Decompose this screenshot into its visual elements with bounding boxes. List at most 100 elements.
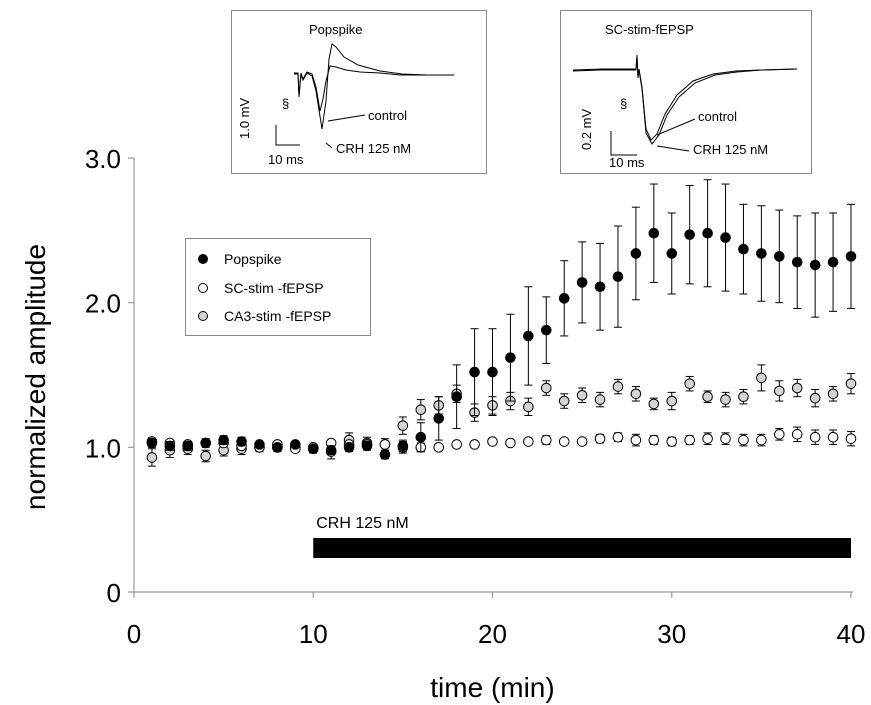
ca3-fepsp-point	[594, 394, 606, 405]
ca3-fepsp-point	[146, 452, 158, 463]
ca3-fepsp-point	[523, 401, 534, 413]
ca3-fepsp-point	[845, 378, 857, 389]
popspike-point	[558, 293, 570, 304]
crh-application-label: CRH 125 nM	[316, 515, 408, 532]
ca3-fepsp-point	[756, 372, 767, 384]
popspike-point	[272, 442, 283, 453]
sc-fepsp-point	[720, 433, 731, 444]
popspike-point	[397, 440, 409, 452]
sc-trace-crh	[572, 56, 798, 145]
sc-fepsp-point	[469, 439, 480, 450]
popspike-point	[791, 256, 803, 268]
sc-fepsp-point	[666, 436, 678, 447]
popspike-point	[433, 413, 445, 424]
ca3-fepsp-point	[648, 398, 660, 410]
popspike-time-scale: 10 ms	[268, 152, 304, 167]
y-tick-label: 0	[107, 578, 121, 608]
popspike-point	[218, 434, 229, 446]
sc-section-mark: §	[620, 96, 628, 111]
y-tick-label: 3.0	[85, 144, 121, 174]
popspike-point	[774, 251, 785, 262]
inset-popspike: Popspike § control CRH 125 nM 10 ms 1.0 …	[231, 10, 487, 174]
popspike-point	[666, 248, 678, 259]
popspike-section-mark: §	[282, 96, 290, 111]
ca3-fepsp-point	[200, 450, 211, 462]
legend-label-popspike: Popspike	[224, 251, 282, 267]
ca3-fepsp-point	[738, 391, 749, 403]
ca3-fepsp-point	[774, 385, 785, 397]
inset-sc-fepsp-traces	[572, 54, 798, 156]
popspike-point	[469, 366, 480, 378]
popspike-point	[343, 442, 355, 453]
x-axis-label: time (min)	[430, 672, 554, 703]
ca3-fepsp-point	[720, 394, 731, 405]
ca3-fepsp-point	[827, 388, 839, 400]
sc-inset-title: SC-stim-fEPSP	[605, 22, 694, 37]
popspike-pointer-crh	[325, 142, 333, 149]
x-tick-label: 30	[657, 619, 686, 649]
y-tick-label: 2.0	[85, 289, 121, 319]
sc-fepsp-point	[791, 429, 803, 440]
popspike-point	[325, 444, 337, 456]
inset-sc-fepsp: SC-stim-fEPSP § control CRH 125 nM 10 ms…	[560, 10, 812, 174]
ca3-fepsp-point	[415, 404, 427, 416]
popspike-pointer-control	[327, 114, 366, 122]
chart-legend: Popspike SC-stim -fEPSP CA3-stim -fEPSP	[185, 238, 371, 336]
popspike-label-crh: CRH 125 nM	[336, 141, 412, 156]
sc-fepsp-point	[523, 436, 534, 447]
sc-pointer-control	[656, 118, 696, 136]
ca3-fepsp-point	[630, 388, 642, 400]
popspike-point	[415, 431, 427, 443]
sc-fepsp-point	[540, 434, 552, 446]
ca3-fepsp-point	[791, 382, 803, 394]
popspike-point	[845, 251, 857, 262]
legend-marker-ca3-fepsp	[198, 311, 208, 321]
sc-fepsp-point	[756, 434, 767, 446]
sc-time-scale: 10 ms	[609, 155, 645, 170]
popspike-inset-title: Popspike	[309, 22, 363, 37]
popspike-point	[254, 439, 265, 450]
legend-item-ca3-fepsp: CA3-stim -fEPSP	[198, 306, 331, 326]
ca3-fepsp-point	[558, 395, 570, 407]
sc-fepsp-point	[630, 434, 642, 446]
popspike-point	[236, 436, 247, 447]
sc-fepsp-point	[505, 437, 516, 449]
popspike-point	[648, 227, 660, 239]
popspike-point	[307, 443, 319, 455]
sc-fepsp-point	[487, 436, 498, 447]
popspike-point	[594, 281, 606, 293]
popspike-point	[540, 324, 552, 336]
y-axis-label: normalized amplitude	[20, 244, 51, 510]
x-tick-label: 40	[837, 619, 866, 649]
popspike-point	[379, 449, 391, 460]
popspike-trace-control	[294, 65, 454, 112]
popspike-point	[290, 439, 301, 450]
popspike-point	[756, 248, 767, 259]
popspike-point	[487, 366, 498, 378]
popspike-scalebar	[275, 125, 300, 146]
popspike-point	[505, 352, 516, 363]
ca3-fepsp-point	[809, 392, 821, 404]
sc-fepsp-point	[648, 434, 660, 446]
popspike-point	[809, 259, 821, 271]
popspike-point	[612, 271, 624, 282]
inset-popspike-traces	[275, 43, 454, 149]
sc-fepsp-point	[845, 433, 857, 444]
popspike-point	[182, 440, 194, 452]
popspike-point	[146, 437, 158, 449]
popspike-point	[451, 391, 462, 403]
sc-label-crh: CRH 125 nM	[693, 142, 769, 157]
y-tick-label: 1.0	[85, 433, 121, 463]
sc-fepsp-point	[576, 436, 588, 447]
x-tick-label: 10	[299, 619, 328, 649]
popspike-point	[702, 227, 713, 239]
popspike-point	[720, 232, 731, 243]
legend-marker-sc-fepsp	[198, 283, 208, 293]
ca3-fepsp-point	[684, 378, 695, 389]
sc-fepsp-point	[612, 431, 624, 443]
legend-marker-popspike	[198, 254, 208, 264]
popspike-label-control: control	[368, 108, 408, 123]
popspike-point	[200, 437, 211, 449]
popspike-point	[738, 243, 749, 255]
